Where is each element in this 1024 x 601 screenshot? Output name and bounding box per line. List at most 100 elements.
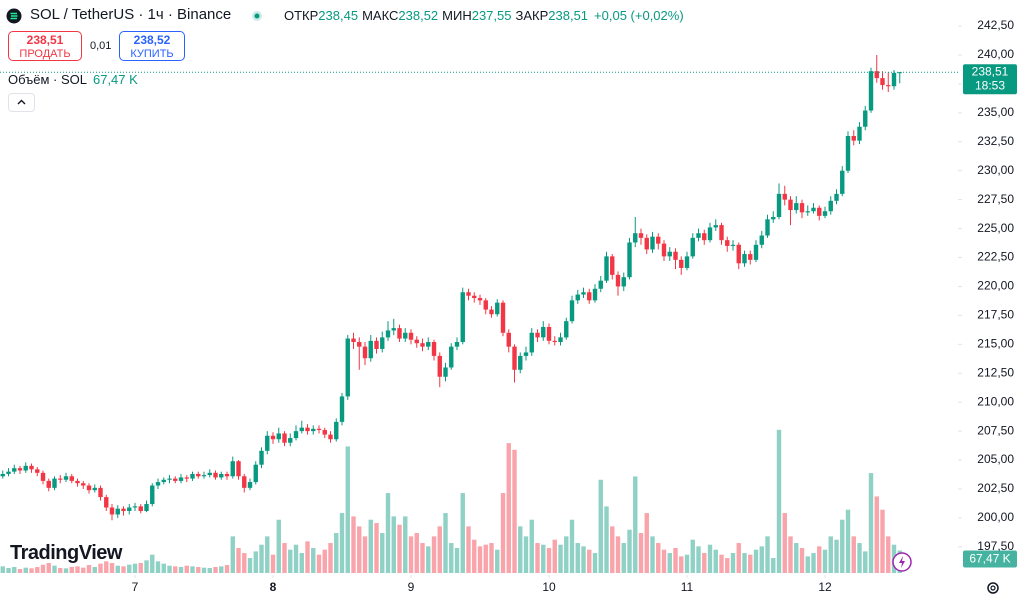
volume-bar: [627, 529, 632, 573]
volume-bar: [460, 493, 465, 573]
candle-body: [316, 428, 322, 430]
candle-body: [863, 110, 868, 127]
candle-body: [592, 288, 598, 301]
candle-body: [805, 211, 810, 213]
volume-bar: [29, 568, 34, 573]
candle-body: [454, 342, 460, 347]
ohlc-legend: ОТКР238,45 МАКС238,52 МИН237,55 ЗАКР238,51 +…: [280, 8, 684, 23]
candle-body: [759, 235, 764, 245]
volume-bar: [771, 558, 776, 573]
volume-bar: [408, 536, 414, 573]
candle-body: [891, 72, 897, 87]
collapse-caret: [17, 99, 26, 105]
volume-bar: [805, 556, 810, 573]
candle-body: [29, 465, 34, 470]
volume-bar: [702, 553, 707, 573]
candle-body: [121, 508, 126, 511]
candle-body: [753, 244, 759, 260]
volume-bar: [173, 566, 178, 573]
volume-bar: [673, 548, 678, 573]
x-tick-label: 12: [818, 580, 832, 594]
candle-body: [604, 256, 609, 281]
candle-body: [155, 482, 161, 486]
last-volume-label: 67,47 K: [969, 552, 1010, 566]
candle-body: [63, 476, 69, 480]
volume-bar: [270, 554, 276, 573]
volume-bar: [592, 553, 598, 573]
y-tick-label: 242,50: [977, 18, 1014, 32]
volume-bar: [828, 536, 833, 573]
volume-legend-label: Объём · SOL: [8, 72, 87, 87]
candle-body: [115, 508, 120, 515]
volume-bar: [633, 476, 638, 573]
candle-body: [92, 487, 97, 491]
y-tick-label: 227,50: [977, 192, 1014, 206]
candle-body: [598, 280, 603, 289]
collapse-button[interactable]: [8, 93, 35, 112]
volume-bar: [621, 543, 626, 573]
candle-body: [817, 207, 822, 216]
last-price-label: 238,51: [972, 64, 1009, 78]
volume-bar: [690, 539, 695, 573]
candle-body: [581, 292, 586, 295]
settings-icon[interactable]: [987, 582, 999, 594]
volume-bar: [840, 519, 845, 573]
sell-button[interactable]: 238,51 ПРОДАТЬ: [8, 31, 82, 61]
volume-bar: [127, 564, 132, 573]
volume-bar: [368, 519, 373, 573]
candle-body: [638, 233, 644, 238]
candle-body: [17, 468, 23, 471]
candle-body: [707, 227, 713, 241]
ohlc-value: 238,52: [398, 8, 439, 23]
candle-body: [673, 251, 678, 260]
candle-body: [144, 504, 149, 511]
volume-bar: [477, 546, 483, 573]
volume-bar: [638, 533, 644, 573]
volume-bar: [817, 546, 822, 573]
candle-body: [23, 465, 28, 471]
volume-bar: [121, 566, 126, 573]
volume-bar: [656, 543, 661, 573]
volume-bar: [104, 561, 109, 573]
volume-bar: [483, 544, 488, 573]
candle-body: [207, 472, 212, 476]
candle-body: [719, 225, 724, 241]
candle-body: [12, 468, 17, 472]
candle-body: [408, 332, 414, 340]
y-tick-label: 210,00: [977, 394, 1014, 408]
volume-bar: [167, 565, 172, 573]
candle-body: [293, 431, 299, 439]
spread: 0,01: [90, 40, 112, 52]
ohlc-value: 237,55: [471, 8, 512, 23]
buy-button[interactable]: 238,52 КУПИТЬ: [119, 31, 185, 61]
volume-bar: [81, 567, 86, 573]
volume-bar: [426, 546, 431, 573]
volume-bar: [845, 509, 851, 573]
candle-body: [46, 480, 51, 488]
volume-bar: [512, 449, 517, 573]
volume-bar: [794, 543, 799, 573]
volume-bar: [69, 567, 74, 573]
volume-bar: [495, 549, 500, 573]
candle-body: [828, 200, 833, 212]
candle-body: [633, 233, 638, 243]
volume-bar: [374, 523, 379, 573]
candle-body: [845, 135, 851, 171]
candle-body: [351, 338, 356, 343]
volume-bar: [224, 565, 230, 573]
candle-body: [886, 85, 891, 87]
volume-bar: [236, 548, 241, 573]
candle-body: [52, 478, 57, 488]
candle-body: [69, 476, 74, 481]
candle-body: [811, 207, 816, 212]
candle-body: [546, 326, 552, 341]
candle-body: [834, 193, 839, 201]
candle-body: [437, 355, 442, 377]
candle-body: [426, 342, 431, 347]
volume-bar: [650, 536, 655, 573]
volume-bar: [345, 446, 350, 573]
candle-body: [81, 483, 86, 486]
volume-bar: [437, 526, 442, 573]
countdown: 18:53: [975, 78, 1005, 92]
candle-body: [868, 71, 874, 111]
